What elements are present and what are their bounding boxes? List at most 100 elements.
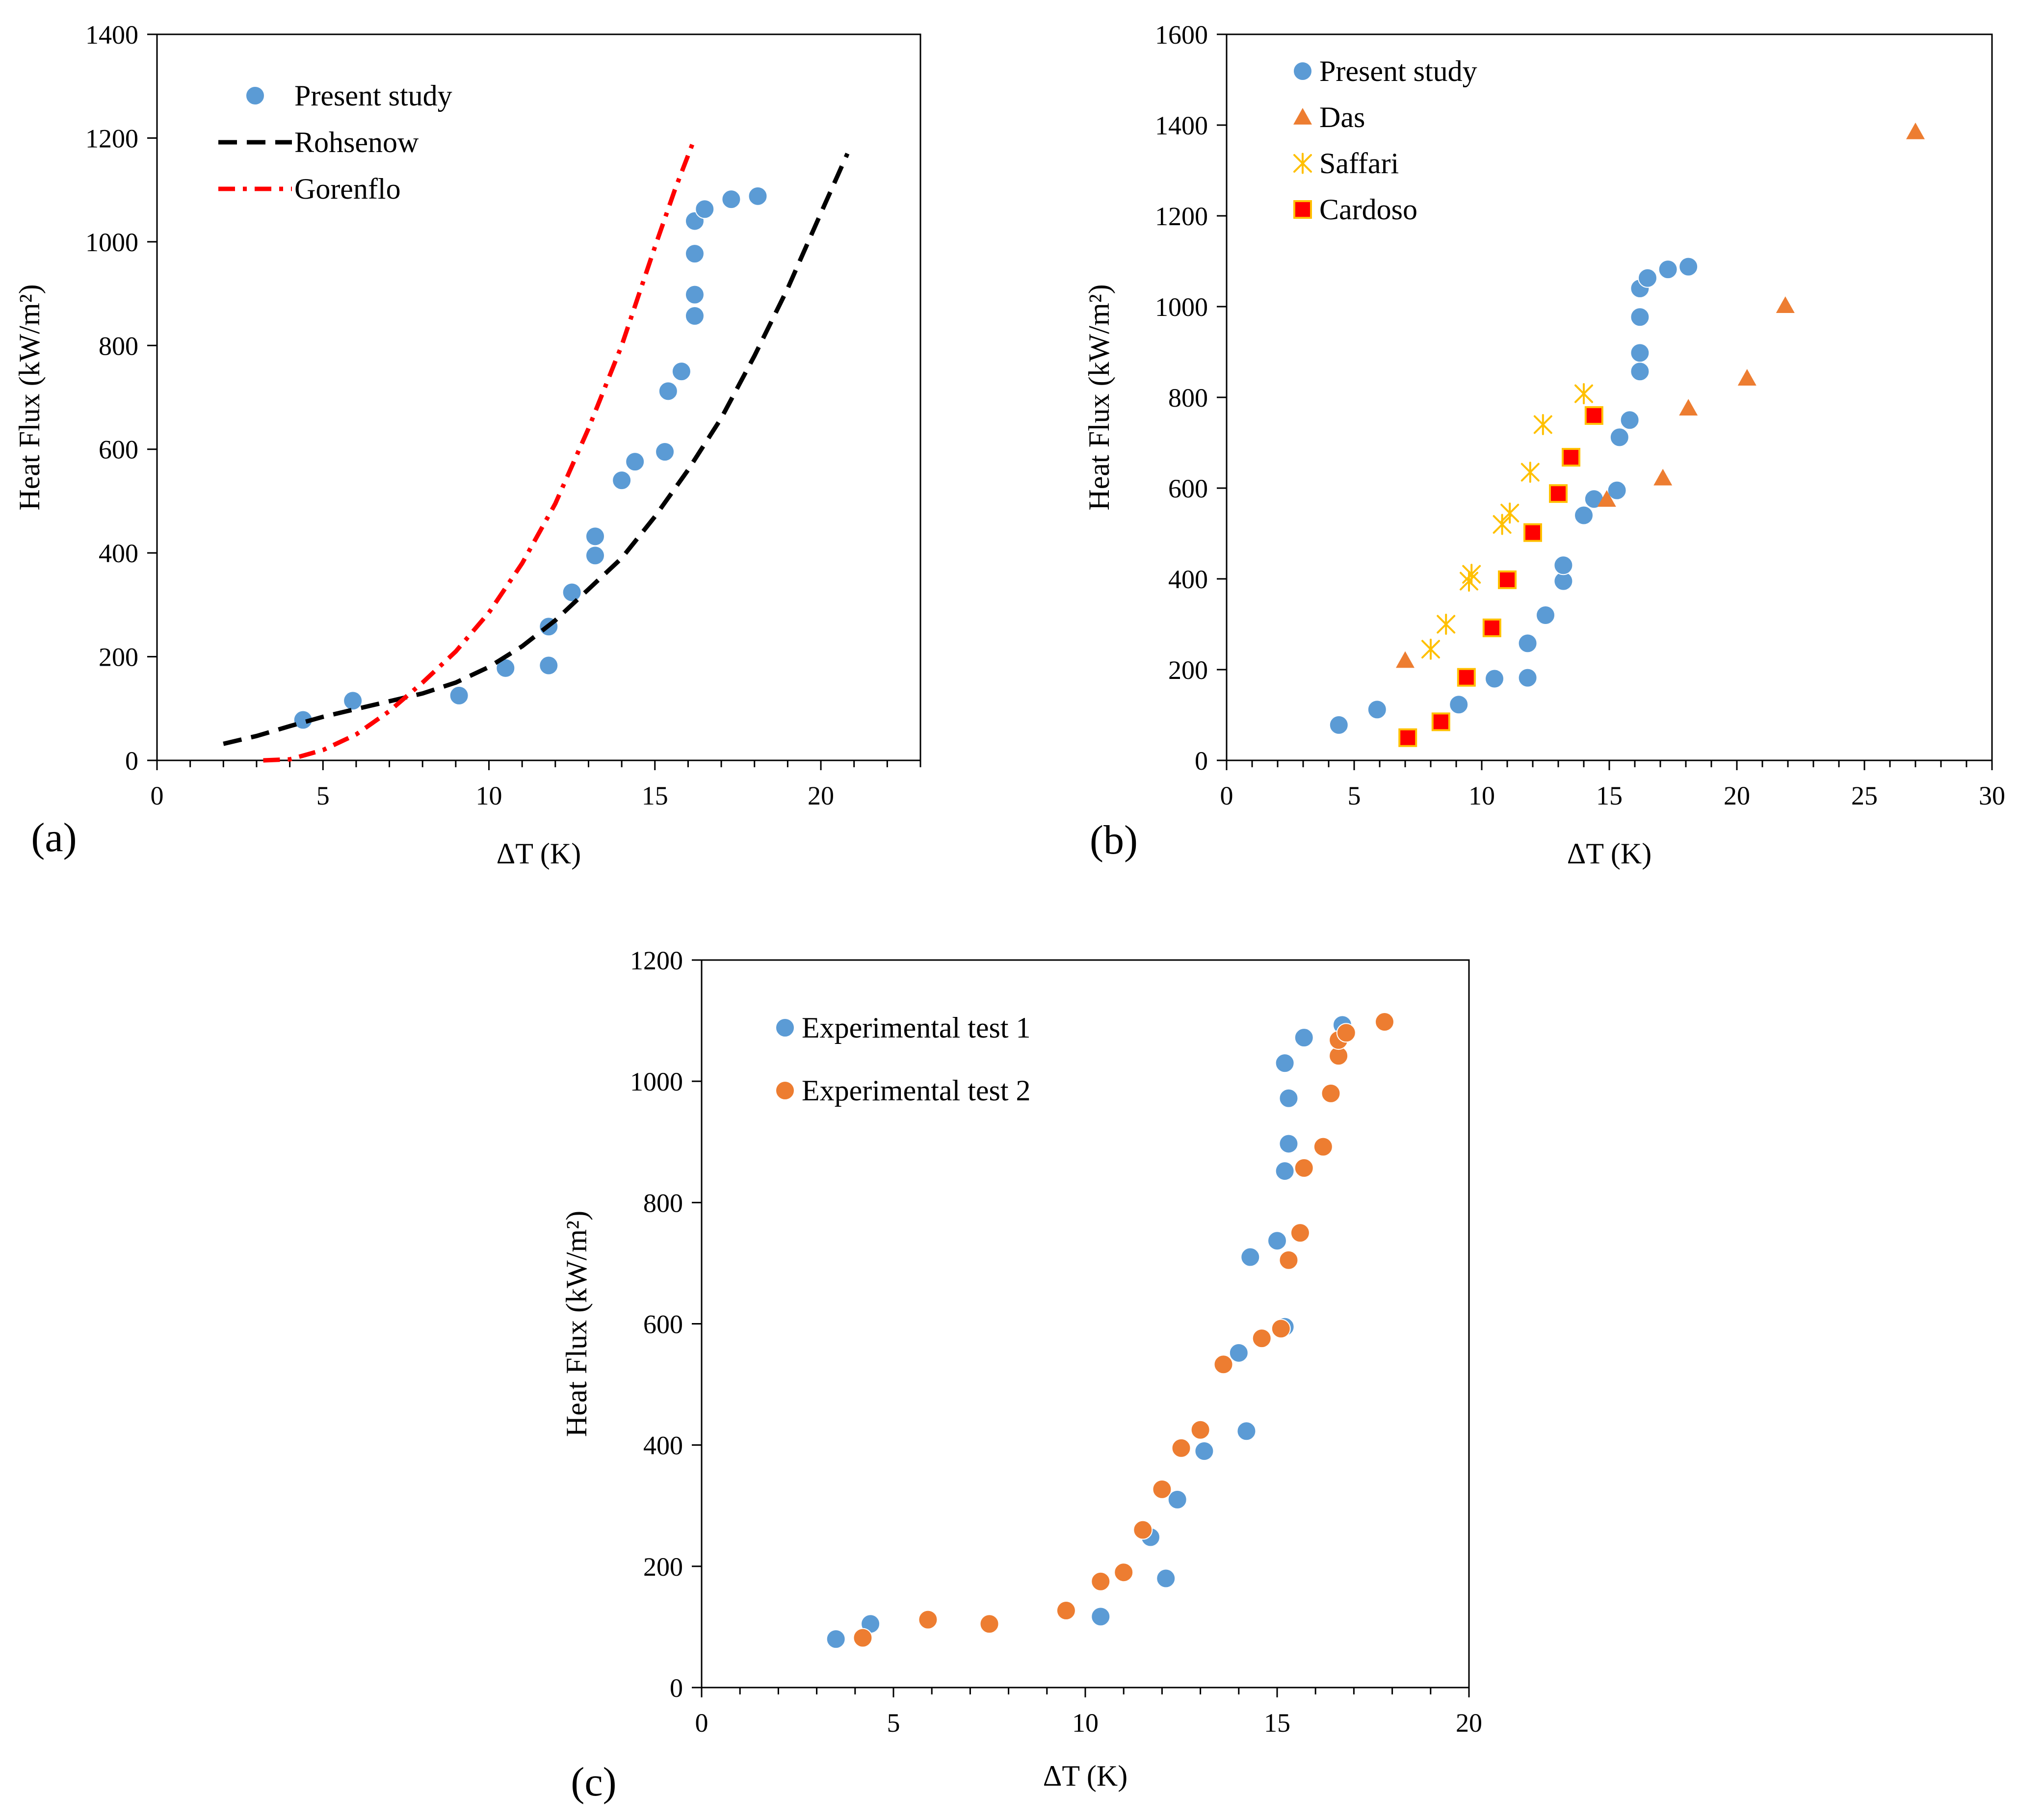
- panel-label: (a): [31, 815, 77, 860]
- y-tick-label: 1200: [630, 946, 683, 975]
- x-tick-label: 20: [1456, 1708, 1482, 1738]
- x-tick-label: 0: [695, 1708, 708, 1738]
- data-point: [1240, 1247, 1260, 1267]
- data-point: [1114, 1562, 1134, 1583]
- data-point: [1678, 257, 1699, 277]
- data-point: [1653, 468, 1673, 486]
- data-point: [1630, 343, 1650, 363]
- series-saffari: [1421, 383, 1593, 660]
- x-tick-label: 10: [1072, 1708, 1099, 1738]
- y-tick-label: 200: [643, 1552, 683, 1582]
- legend-label: Das: [1319, 101, 1365, 133]
- data-point: [1091, 1607, 1111, 1627]
- y-tick-label: 800: [99, 331, 138, 361]
- data-point: [1574, 383, 1593, 405]
- data-point: [721, 189, 741, 209]
- data-point: [695, 199, 715, 219]
- x-tick-label: 15: [1596, 781, 1623, 810]
- legend-marker: [1293, 200, 1312, 219]
- y-tick-label: 600: [643, 1310, 683, 1339]
- y-tick-label: 600: [99, 435, 138, 465]
- y-tick-label: 1000: [630, 1067, 683, 1096]
- y-tick-label: 200: [1168, 655, 1208, 685]
- y-tick-label: 1400: [1155, 111, 1208, 140]
- legend-marker: [775, 1018, 795, 1038]
- legend-marker: [1293, 108, 1312, 125]
- x-tick-label: 10: [1468, 781, 1495, 810]
- data-point: [1321, 1083, 1341, 1103]
- data-point: [1462, 564, 1481, 585]
- data-point: [1167, 1489, 1187, 1509]
- data-point: [1190, 1420, 1210, 1440]
- x-axis-title: ΔT (K): [1567, 837, 1651, 870]
- data-point: [1533, 414, 1552, 436]
- data-point: [585, 526, 605, 546]
- data-point: [1396, 651, 1415, 668]
- y-axis-title: Heat Flux (kW/m²): [560, 1211, 593, 1437]
- x-tick-label: 30: [1979, 781, 2005, 810]
- data-point: [1449, 695, 1469, 715]
- data-point: [655, 442, 675, 462]
- data-point: [1523, 523, 1542, 542]
- y-tick-label: 800: [643, 1188, 683, 1218]
- data-point: [1679, 399, 1698, 416]
- y-tick-label: 1400: [85, 20, 138, 50]
- legend: Experimental test 1 Experimental test 2: [775, 1012, 1031, 1107]
- legend-marker: [245, 86, 265, 105]
- y-axis-title: Heat Flux (kW/m²): [1083, 284, 1115, 510]
- data-point: [1437, 613, 1456, 635]
- y-tick-label: 400: [643, 1431, 683, 1460]
- data-point: [539, 655, 559, 676]
- x-tick-label: 5: [316, 781, 330, 810]
- legend-label: Experimental test 1: [802, 1012, 1031, 1044]
- data-point: [1213, 1354, 1233, 1375]
- data-point: [1336, 1023, 1356, 1043]
- data-point: [1133, 1520, 1153, 1540]
- y-tick-label: 400: [1168, 565, 1208, 594]
- data-point: [853, 1628, 873, 1648]
- y-tick-label: 1600: [1155, 20, 1208, 50]
- data-point: [1574, 505, 1594, 525]
- data-point: [1460, 571, 1478, 592]
- series-gorenflo: [263, 137, 697, 763]
- data-point: [1431, 712, 1450, 731]
- legend-marker: [1293, 153, 1312, 174]
- data-point: [1367, 700, 1387, 720]
- data-point: [1630, 362, 1650, 382]
- series-cardoso: [1398, 406, 1603, 747]
- x-tick-label: 10: [476, 781, 502, 810]
- x-tick-label: 25: [1851, 781, 1878, 810]
- data-point: [1500, 502, 1520, 524]
- y-tick-label: 200: [99, 643, 138, 672]
- data-point: [1630, 307, 1650, 327]
- data-point: [449, 685, 469, 705]
- data-point: [1152, 1479, 1172, 1499]
- data-point: [1275, 1161, 1295, 1181]
- data-point: [562, 582, 582, 602]
- data-point: [1171, 1438, 1191, 1458]
- data-point: [1658, 260, 1678, 280]
- y-tick-label: 600: [1168, 474, 1208, 503]
- data-point: [1091, 1571, 1111, 1591]
- legend-label: Present study: [1319, 55, 1477, 87]
- data-point: [1609, 427, 1629, 447]
- legend-label: Cardoso: [1319, 193, 1417, 226]
- data-point: [1236, 1421, 1257, 1441]
- data-point: [1252, 1328, 1272, 1349]
- y-tick-label: 800: [1168, 383, 1208, 413]
- data-point: [625, 452, 645, 472]
- series-present-study: [293, 186, 768, 730]
- x-tick-label: 20: [808, 781, 834, 810]
- x-axis-title: ΔT (K): [1043, 1760, 1127, 1792]
- y-tick-label: 0: [125, 746, 138, 776]
- data-point: [1597, 490, 1616, 507]
- legend: Present study Rohsenow Gorenflo: [218, 79, 452, 205]
- y-tick-label: 400: [99, 539, 138, 568]
- y-tick-label: 1200: [85, 124, 138, 153]
- data-point: [1290, 1223, 1310, 1243]
- data-point: [1294, 1158, 1314, 1178]
- chart-b: 0 5 10 15 20 25 30 0 200 400 600 800 1000 1200 1400 160…: [1083, 20, 2005, 870]
